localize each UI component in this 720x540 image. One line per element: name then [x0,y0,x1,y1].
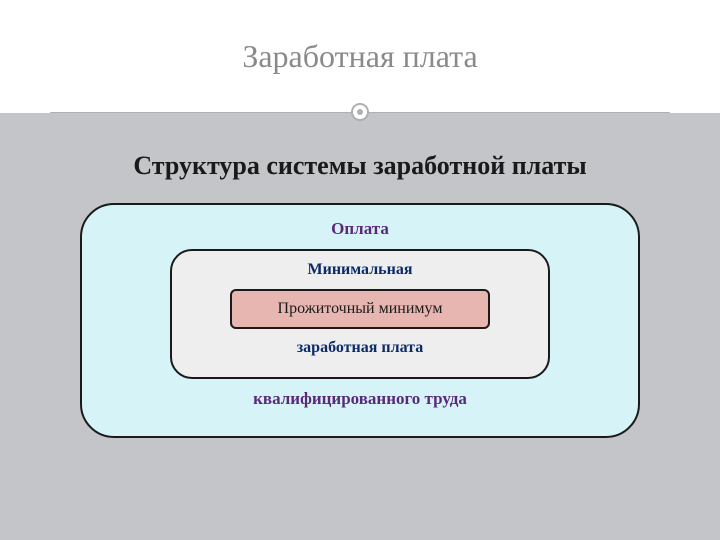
inner-label: Прожиточный минимум [278,300,443,318]
subtitle: Структура системы заработной платы [0,151,720,181]
outer-label-bottom: квалифицированного труда [253,389,467,409]
middle-box: Минимальная Прожиточный минимум заработн… [170,249,550,379]
inner-box: Прожиточный минимум [230,289,490,329]
divider-circle-icon [351,103,369,121]
outer-box: Оплата Минимальная Прожиточный минимум з… [80,203,640,438]
outer-label-top: Оплата [331,219,389,239]
middle-label-top: Минимальная [308,261,413,279]
middle-label-bottom: заработная плата [297,339,423,357]
nested-diagram: Оплата Минимальная Прожиточный минимум з… [80,203,640,438]
header-region: Заработная плата [0,0,720,112]
page-title: Заработная плата [242,38,477,75]
body-region: Структура системы заработной платы Оплат… [0,113,720,540]
